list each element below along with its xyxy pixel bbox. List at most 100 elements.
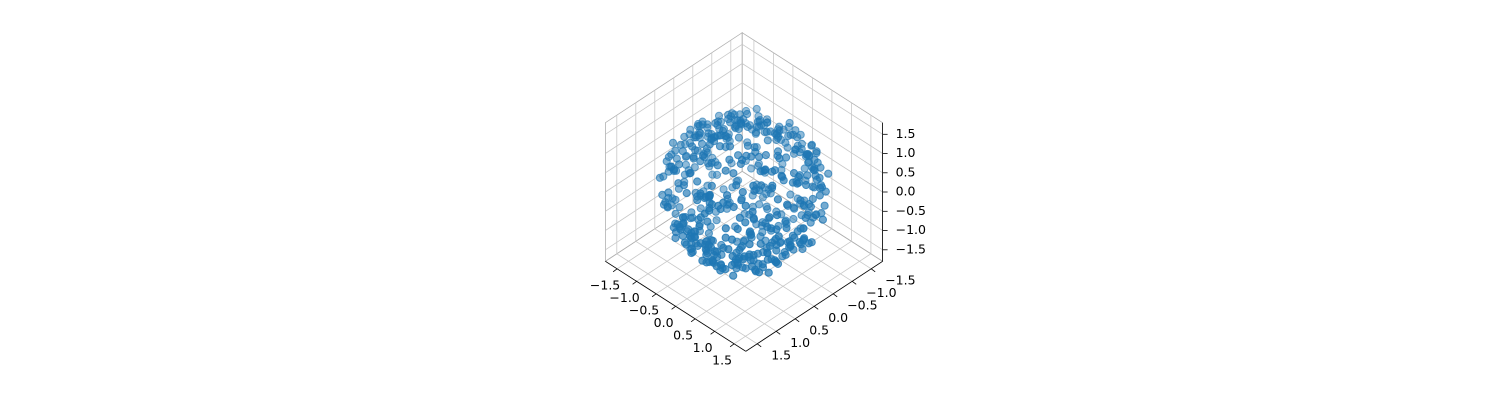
- x-tick-mark: [710, 330, 715, 335]
- y-axis-line: [745, 260, 883, 352]
- x-tick-label: −1.5: [590, 277, 620, 292]
- data-point: [753, 117, 763, 126]
- data-point: [737, 196, 746, 205]
- data-point: [743, 122, 752, 132]
- x-tick-mark: [651, 293, 657, 298]
- data-point: [730, 122, 740, 131]
- data-point: [734, 133, 744, 142]
- data-point: [785, 118, 794, 128]
- data-point: [808, 194, 817, 204]
- data-point: [712, 247, 722, 256]
- y-tick-label: −1.0: [866, 285, 896, 300]
- data-point: [696, 189, 705, 198]
- data-point: [684, 225, 693, 234]
- data-point: [772, 130, 781, 139]
- gridline-z-leftwall: [605, 82, 743, 174]
- data-point: [671, 228, 681, 237]
- data-point: [809, 165, 818, 174]
- data-point: [680, 132, 689, 141]
- data-point: [667, 162, 676, 171]
- y-tick-label: 1.5: [771, 347, 791, 362]
- data-point: [755, 200, 764, 209]
- data-point: [675, 160, 684, 169]
- y-tick-mark: [775, 330, 781, 335]
- data-point: [733, 260, 743, 269]
- data-point: [738, 242, 747, 251]
- data-point: [793, 227, 802, 236]
- data-point: [793, 179, 802, 188]
- data-point: [802, 150, 812, 160]
- data-point: [698, 151, 708, 160]
- data-point: [713, 121, 722, 130]
- data-point: [728, 252, 737, 261]
- gridline-z-leftwall: [605, 63, 743, 154]
- data-point: [705, 140, 714, 149]
- data-point: [781, 250, 790, 259]
- data-point: [761, 165, 770, 174]
- gridline-y-floor: [616, 253, 758, 345]
- data-point: [671, 209, 680, 218]
- data-point: [817, 183, 827, 192]
- data-point: [793, 133, 802, 142]
- data-point: [662, 157, 671, 166]
- data-point: [729, 169, 738, 178]
- data-point: [761, 151, 771, 160]
- data-point: [791, 145, 800, 154]
- data-point: [752, 128, 761, 137]
- x-tick-label: 0.5: [673, 327, 693, 342]
- data-point: [698, 256, 707, 265]
- data-point: [748, 207, 757, 216]
- data-point: [707, 181, 716, 190]
- data-point: [810, 155, 819, 164]
- data-point: [738, 155, 747, 164]
- x-tick-mark: [612, 268, 618, 273]
- data-point: [758, 193, 768, 202]
- data-point: [781, 216, 790, 225]
- data-point: [783, 238, 793, 247]
- data-point: [712, 216, 721, 225]
- data-point: [743, 141, 753, 150]
- data-point: [812, 147, 821, 156]
- data-point: [678, 147, 687, 156]
- x-tick-mark: [729, 343, 735, 348]
- tick-labels: −1.5−1.0−0.50.00.51.01.5−1.5−1.0−0.50.00…: [590, 126, 926, 367]
- y-tick-mark: [756, 343, 762, 348]
- y-tick-label: 0.5: [809, 322, 829, 337]
- z-tick-label: 1.0: [896, 145, 916, 160]
- data-point: [690, 232, 699, 241]
- data-point: [671, 146, 680, 155]
- data-point: [722, 132, 731, 141]
- data-point: [693, 196, 702, 205]
- z-tick-label: −0.5: [896, 203, 926, 218]
- data-point: [680, 238, 690, 247]
- data-point: [733, 224, 742, 234]
- data-point: [724, 245, 733, 254]
- data-point: [695, 121, 704, 131]
- data-point: [762, 202, 771, 211]
- data-point: [786, 190, 795, 199]
- data-point: [775, 154, 784, 163]
- data-point: [765, 241, 775, 251]
- data-point: [807, 140, 817, 149]
- x-tick-mark: [690, 318, 696, 323]
- data-point: [756, 239, 765, 248]
- data-point: [735, 213, 745, 222]
- data-point: [816, 163, 825, 172]
- data-point: [783, 200, 792, 209]
- x-tick-label: 1.0: [693, 340, 713, 355]
- y-tick-mark: [832, 293, 838, 298]
- data-point: [725, 142, 735, 151]
- data-point: [745, 250, 754, 259]
- data-point: [824, 169, 833, 178]
- data-point: [789, 214, 798, 224]
- data-point: [704, 229, 714, 238]
- y-tick-label: 1.0: [790, 335, 810, 350]
- x-tick-mark: [632, 280, 637, 285]
- data-point: [693, 177, 702, 186]
- data-point: [800, 201, 809, 210]
- data-point: [678, 231, 688, 240]
- data-point: [724, 114, 733, 124]
- data-point: [682, 189, 691, 198]
- data-point: [767, 184, 777, 193]
